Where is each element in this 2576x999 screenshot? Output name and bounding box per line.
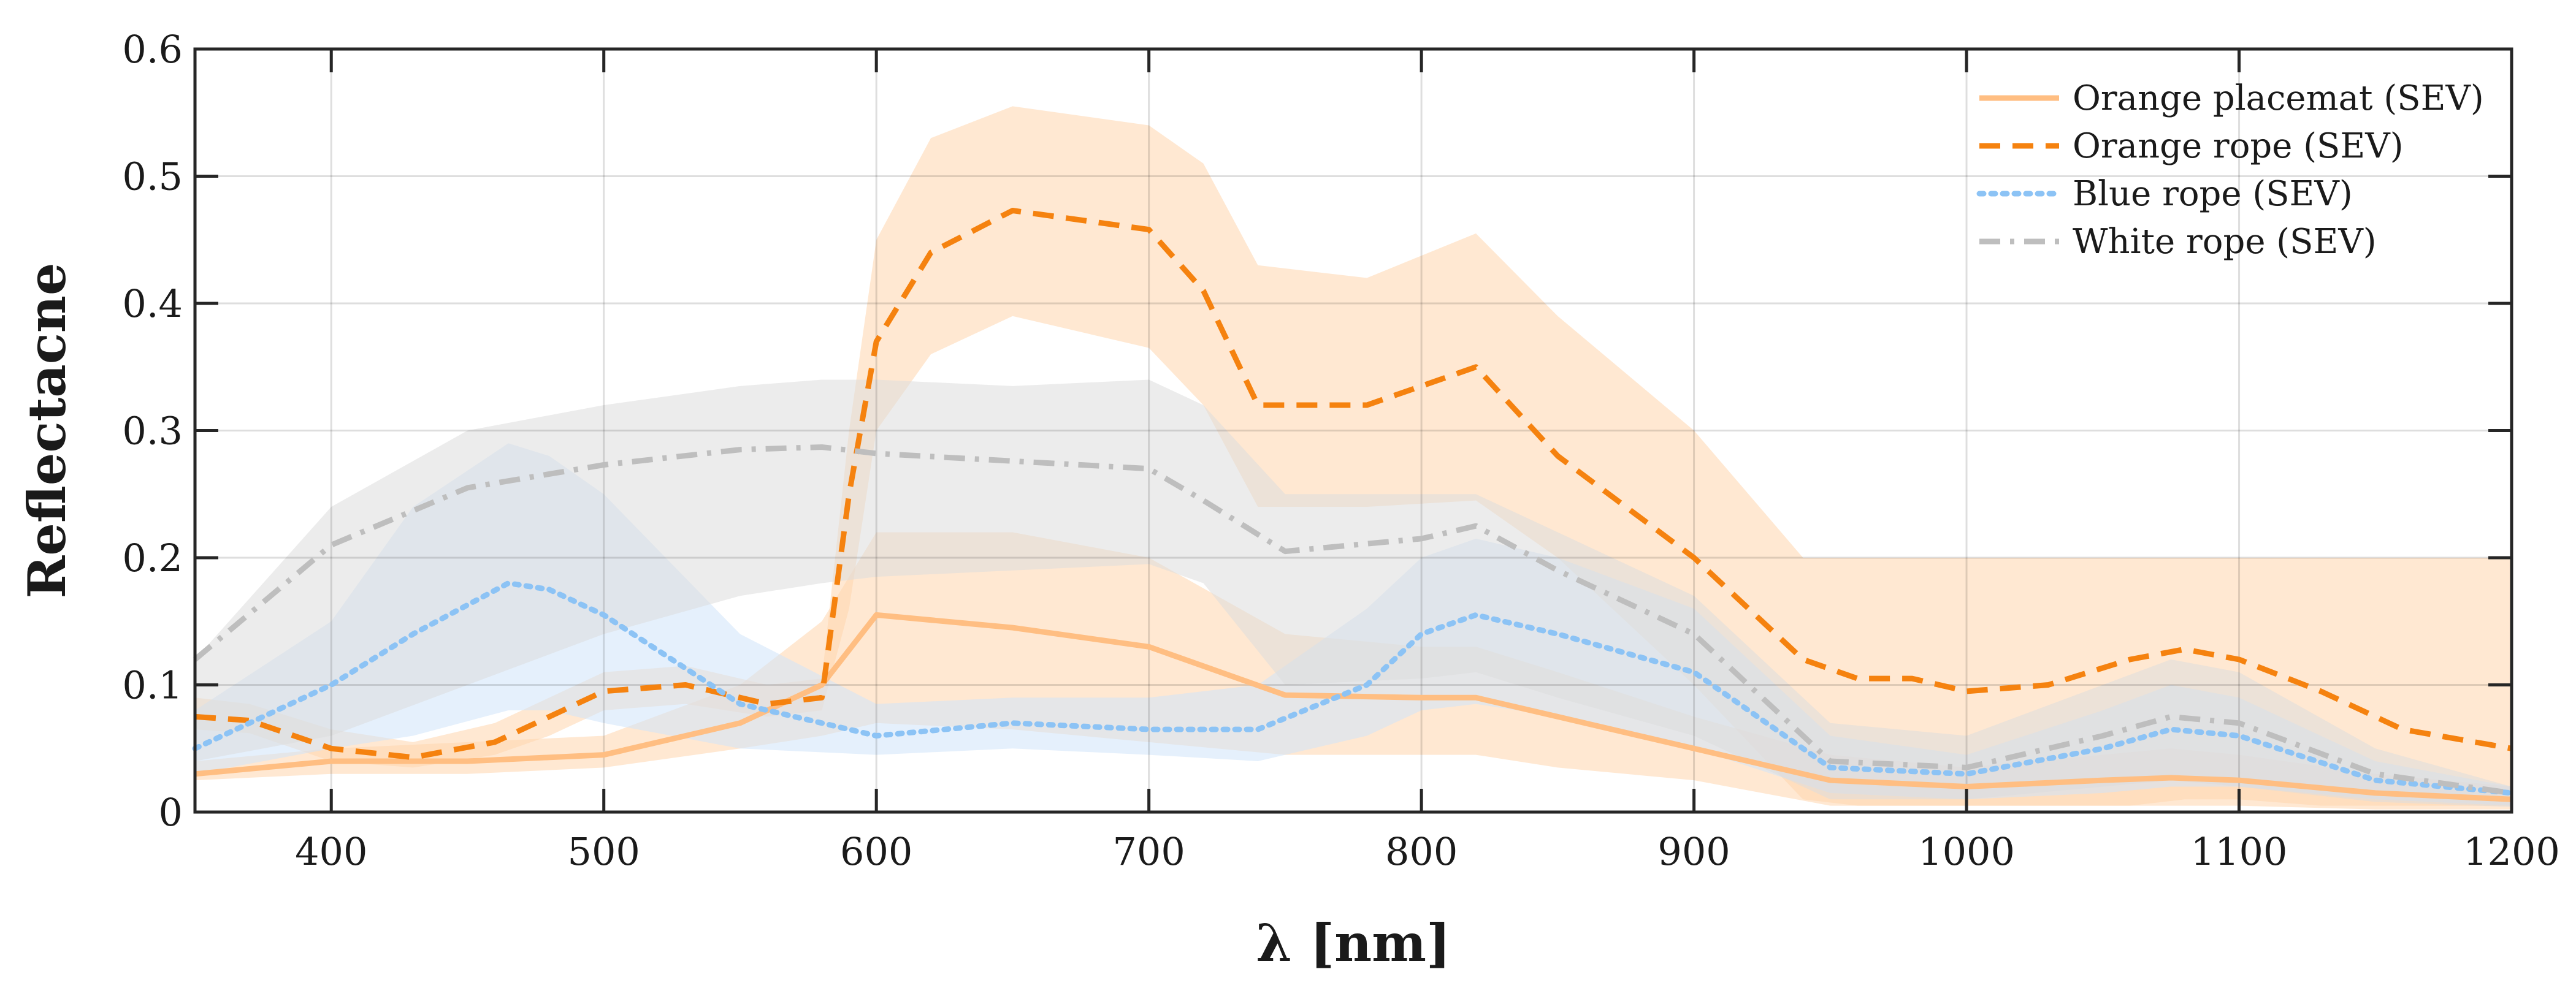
y-axis-label: Reflectacne [17, 263, 77, 599]
x-tick-label: 1000 [1918, 829, 2015, 874]
x-tick-label: 700 [1112, 829, 1185, 874]
legend-label-orange-placemat-sev: Orange placemat (SEV) [2073, 78, 2484, 118]
y-tick-label: 0.4 [122, 281, 183, 326]
x-axis-label: λ [nm] [1256, 913, 1451, 973]
tick-labels: 400 500 600 700 800 900 1000 1100 1200 0 0.1 0.2 0.3… [122, 27, 2560, 874]
white-rope-sev-band [195, 379, 2512, 807]
y-tick-label: 0.1 [122, 663, 183, 708]
y-tick-label: 0.5 [122, 154, 183, 199]
x-tick-label: 900 [1657, 829, 1730, 874]
series-lines [192, 208, 2515, 802]
x-tick-label: 500 [568, 829, 640, 874]
legend: Orange placemat (SEV) Orange rope (SEV) Bl… [1976, 78, 2484, 262]
y-tick-label: 0.3 [122, 409, 183, 454]
y-tick-label: 0.6 [122, 27, 183, 72]
uncertainty-bands [195, 106, 2512, 810]
axis-ticks [195, 47, 2513, 814]
legend-label-orange-rope-sev: Orange rope (SEV) [2073, 126, 2404, 166]
orange-placemat-sev-line [194, 612, 2512, 802]
white-rope-sev-line [193, 444, 2512, 796]
y-tick-label: 0 [159, 790, 183, 835]
legend-label-blue-rope-sev: Blue rope (SEV) [2073, 174, 2353, 214]
x-tick-label: 800 [1385, 829, 1458, 874]
orange-rope-sev-line [194, 208, 2512, 761]
legend-label-white-rope-sev: White rope (SEV) [2073, 222, 2377, 262]
x-tick-label: 400 [295, 829, 367, 874]
blue-rope-sev-line [192, 580, 2515, 796]
y-tick-label: 0.2 [122, 536, 183, 580]
x-tick-label: 1200 [2463, 829, 2560, 874]
orange-rope-sev-band [195, 106, 2512, 806]
x-tick-label: 1100 [2191, 829, 2288, 874]
x-tick-label: 600 [840, 829, 912, 874]
